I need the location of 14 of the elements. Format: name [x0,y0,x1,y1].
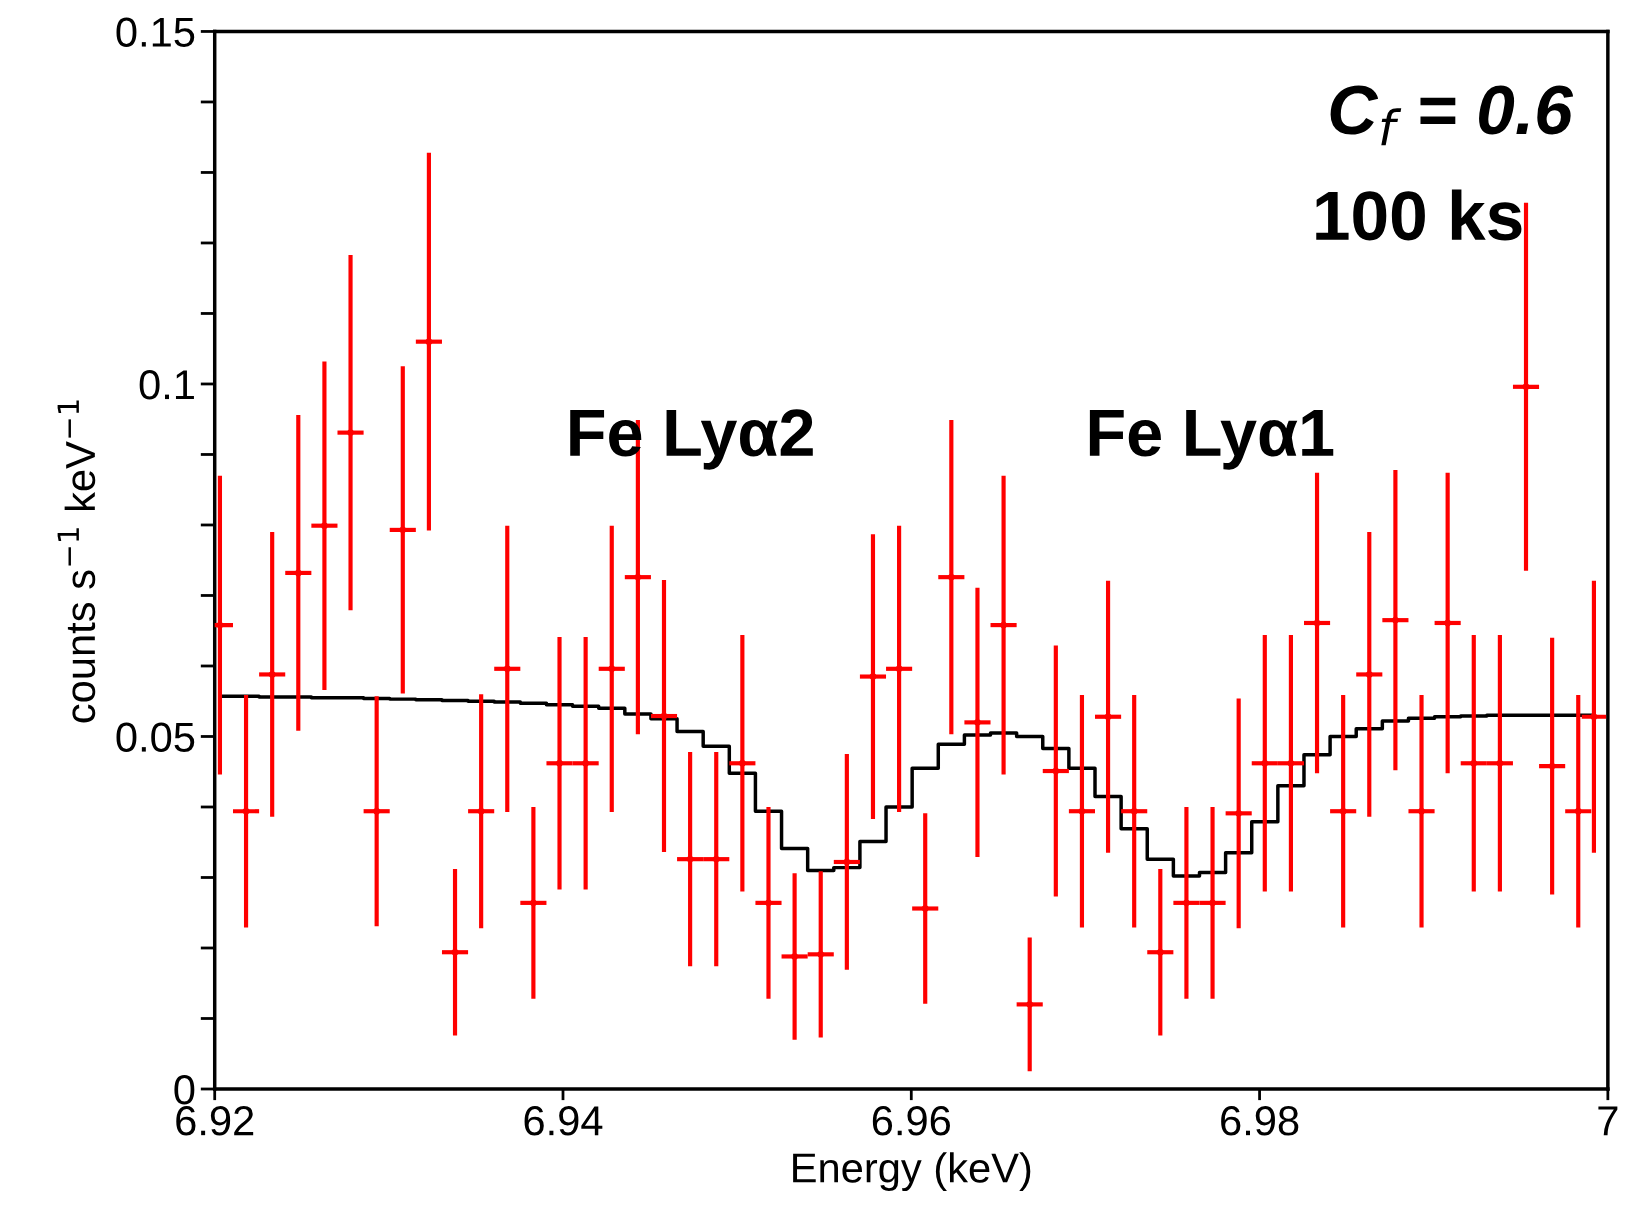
x-tick-label: 6.98 [1221,1106,1299,1136]
x-tick-label: 6.94 [524,1106,603,1136]
y-tick-label: 0 [174,1075,195,1105]
y-tick-label: 0.15 [116,17,195,47]
annotation: 100 ks [1316,189,1522,241]
annotation: C$_{f}$ = 0.6 [1330,85,1574,146]
x-axis-title: Energy (keV) [793,1152,1031,1191]
x-tick-label: 7 [1598,1106,1618,1136]
y-axis-title: counts s$^{−1}$ keV$^{−1}$ [57,400,96,723]
y-tick-label: 0.05 [116,722,195,752]
x-tick-label: 6.96 [872,1106,950,1136]
y-tick-label: 0.1 [139,369,194,400]
x-tick-label: 6.92 [176,1106,254,1136]
annotation: Fe Lyα1 [1089,409,1334,470]
